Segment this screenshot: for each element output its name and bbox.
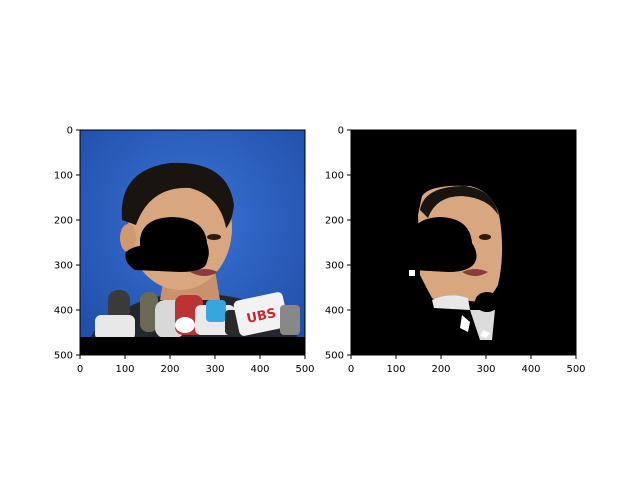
right-xtick-label: 0 xyxy=(348,364,354,375)
left-ytick-label: 300 xyxy=(54,261,73,272)
right-xtick-label: 500 xyxy=(566,364,585,375)
left-xtick-label: 100 xyxy=(115,364,134,375)
left-xtick-label: 400 xyxy=(250,364,269,375)
left-xtick-label: 300 xyxy=(205,364,224,375)
image-right xyxy=(351,130,576,355)
right-ytick-label: 100 xyxy=(325,171,344,182)
right-xtick-label: 400 xyxy=(521,364,540,375)
left-ytick-label: 0 xyxy=(67,126,73,137)
ticks-right: 0 100 200 300 400 500 0 100 200 300 400 500 xyxy=(325,126,586,376)
axes-left xyxy=(79,129,306,356)
right-ytick-label: 200 xyxy=(325,216,344,227)
right-xtick-label: 100 xyxy=(386,364,405,375)
right-ytick-label: 400 xyxy=(325,306,344,317)
right-xtick-label: 300 xyxy=(476,364,495,375)
left-ytick-label: 400 xyxy=(54,306,73,317)
left-xtick-label: 500 xyxy=(295,364,314,375)
axes-right xyxy=(350,129,577,356)
left-ytick-label: 500 xyxy=(54,351,73,362)
left-xtick-label: 200 xyxy=(160,364,179,375)
image-left: UBS xyxy=(80,130,305,355)
ticks-left: 0 100 200 300 400 500 0 100 200 300 400 500 xyxy=(54,126,315,376)
left-ytick-label: 200 xyxy=(54,216,73,227)
left-xtick-label: 0 xyxy=(77,364,83,375)
right-ytick-label: 0 xyxy=(338,126,344,137)
right-ytick-label: 300 xyxy=(325,261,344,272)
right-ytick-label: 500 xyxy=(325,351,344,362)
microphone-label: UBS xyxy=(245,306,277,327)
right-xtick-label: 200 xyxy=(431,364,450,375)
microphones: UBS xyxy=(95,290,300,340)
left-ytick-label: 100 xyxy=(54,171,73,182)
